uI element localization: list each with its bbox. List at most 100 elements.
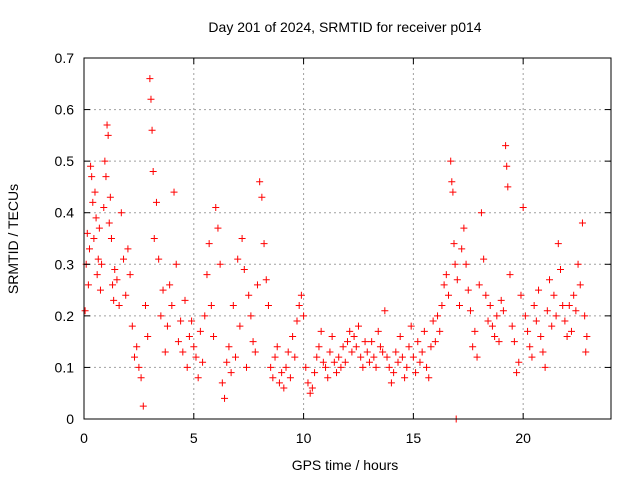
data-point [106,193,114,201]
data-point [90,235,98,242]
data-point [304,379,312,387]
data-point [427,343,435,351]
data-point [552,312,560,320]
data-point [530,302,538,310]
data-point [280,384,288,392]
data-point [354,322,362,330]
data-point [398,353,406,361]
data-point [101,157,109,165]
data-point [155,255,163,263]
data-point [390,369,398,377]
data-point [98,260,106,268]
data-point [190,343,198,351]
data-point [289,332,297,340]
data-point [300,312,308,320]
data-point [379,348,387,356]
data-point [85,245,93,253]
data-point [352,343,360,351]
data-point [471,327,479,335]
data-point [381,307,389,315]
data-point [131,353,139,361]
data-point [550,291,558,299]
data-point [147,95,155,103]
data-point [462,260,470,268]
data-point [93,271,101,279]
data-point [214,224,222,232]
data-point [418,348,426,356]
x-tick-label: 10 [296,430,312,446]
data-point [302,363,310,371]
data-point [247,312,255,320]
data-point [253,281,261,289]
data-point [234,255,242,263]
y-tick-label: 0.5 [55,153,75,169]
data-point [414,338,422,346]
data-point [201,312,209,320]
data-point [286,374,294,382]
data-point [449,188,457,196]
data-point [216,260,224,268]
data-point [350,332,358,340]
data-point [442,271,450,279]
data-point [267,363,275,371]
data-point [460,224,468,232]
data-point [124,245,132,253]
data-point [526,343,534,351]
data-point [438,302,446,310]
data-point [179,348,187,356]
data-point [223,358,231,366]
data-point [103,121,111,129]
y-axis-label: SRMTID / TECUs [5,184,21,294]
axis-ticks: 0 0.1 0.2 0.3 0.4 0.5 0.6 0.7 0 5 10 15 20 [55,50,611,446]
data-point [482,291,490,299]
data-point [199,358,207,366]
y-tick-label: 0.3 [55,256,75,272]
data-point [469,343,477,351]
data-point [502,142,510,150]
data-point [440,281,448,289]
data-point [328,332,336,340]
data-point [357,353,365,361]
data-point [563,332,571,340]
data-point [185,332,193,340]
data-point [174,338,182,346]
data-point [122,291,130,299]
data-point [269,374,277,382]
data-point [583,332,591,340]
data-point [236,322,244,330]
data-point [486,302,494,310]
data-point [203,271,211,279]
y-tick-label: 0.6 [55,102,75,118]
data-point [278,369,286,377]
data-point [227,369,235,377]
data-point [359,363,367,371]
data-point [295,302,303,310]
data-point [503,162,511,170]
data-point [434,312,442,320]
data-point [348,348,356,356]
data-point [81,307,89,315]
data-point [519,204,527,212]
data-point [212,204,220,212]
data-point [517,291,525,299]
data-point [271,353,279,361]
data-point [324,374,332,382]
data-point [205,240,213,248]
data-point [407,322,415,330]
data-point [383,353,391,361]
data-point [88,173,96,181]
y-tick-label: 0.1 [55,359,75,375]
data-point [225,343,233,351]
data-point [111,265,119,273]
data-point [256,178,264,186]
data-point [506,271,514,279]
data-point [559,302,567,310]
data-point [403,363,411,371]
data-point [163,322,171,330]
data-point [262,276,270,284]
data-point [387,379,395,387]
data-point [344,338,351,346]
data-point [546,276,554,284]
x-tick-label: 20 [515,430,531,446]
